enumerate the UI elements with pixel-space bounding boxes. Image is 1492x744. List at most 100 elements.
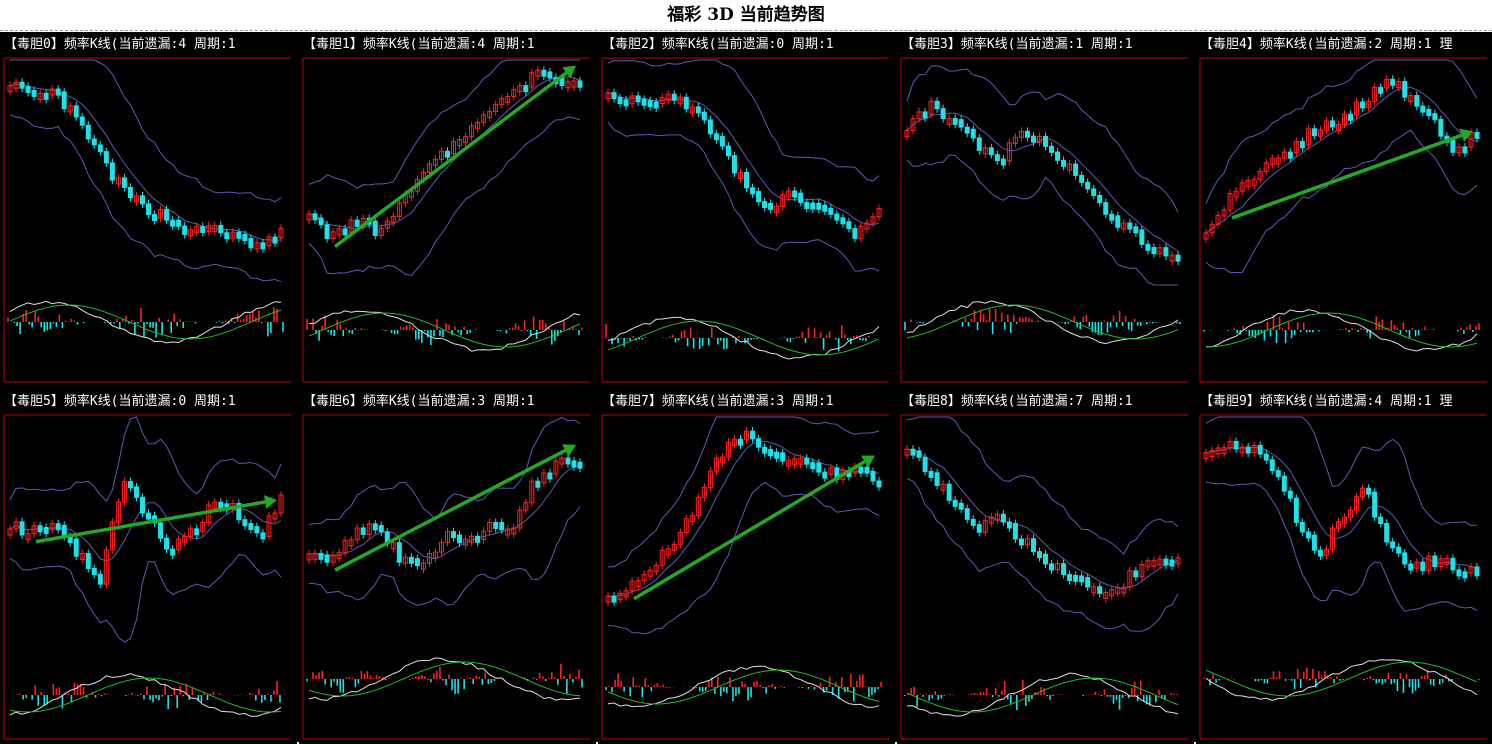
panel-header: 【毒胆7】频率K线(当前遗漏:3 周期:1: [602, 393, 834, 411]
candle: [547, 468, 553, 483]
candle: [928, 97, 934, 119]
trend-arrow-shaft: [633, 460, 866, 601]
candle: [553, 456, 559, 478]
trend-arrow-shaft: [1231, 133, 1463, 220]
candle: [762, 197, 768, 212]
macd-slow-line: [607, 320, 880, 356]
candle: [1414, 558, 1420, 573]
candle: [487, 107, 493, 122]
panel-header-digit: 7: [641, 394, 649, 409]
candle: [278, 490, 284, 517]
candle: [1061, 156, 1067, 171]
candle: [641, 570, 647, 585]
candle: [1085, 178, 1091, 193]
candle: [1145, 240, 1151, 255]
candle: [91, 134, 97, 149]
panel-header: 【毒胆2】频率K线(当前遗漏:0 周期:1: [602, 36, 834, 54]
trend-arrow-head: [861, 455, 875, 468]
candle: [798, 189, 804, 207]
candle: [517, 81, 523, 96]
candle: [737, 435, 743, 450]
candle: [928, 467, 934, 482]
candle: [366, 519, 372, 539]
candle: [1269, 154, 1275, 169]
candle: [1263, 158, 1269, 176]
candle: [1061, 559, 1067, 579]
candle: [1354, 97, 1360, 120]
kline-chart-8: [900, 414, 1188, 740]
panel-header: 【毒胆8】频率K线(当前遗漏:7 周期:1: [901, 393, 1133, 411]
candle: [511, 523, 517, 538]
panel-header-suffix: 】频率K线(当前遗漏:4 周期:1: [349, 37, 535, 52]
candle: [1390, 537, 1396, 552]
candle: [1221, 205, 1227, 220]
candle: [1127, 219, 1133, 234]
candle: [744, 427, 750, 444]
panel-header-suffix: 】频率K线(当前遗漏:3 周期:1: [648, 394, 834, 409]
candle: [1157, 243, 1163, 258]
candle: [1097, 582, 1103, 598]
candle: [529, 68, 535, 92]
macd-fast-line: [906, 672, 1179, 717]
candle: [31, 521, 37, 538]
trend-arrow-head: [562, 65, 576, 79]
candle: [976, 133, 982, 155]
candle: [1221, 443, 1227, 458]
candle: [852, 224, 858, 243]
panel-header-prefix: 【毒胆: [602, 394, 642, 409]
candle: [1175, 251, 1181, 266]
candle: [1329, 116, 1335, 131]
candle: [1323, 545, 1329, 560]
candle: [695, 102, 701, 117]
candle: [457, 135, 463, 150]
candle: [1085, 573, 1091, 591]
candle: [659, 93, 665, 108]
macd-slow-line: [1205, 661, 1478, 697]
candle: [43, 89, 49, 104]
candle: [707, 467, 713, 492]
candle: [958, 115, 964, 132]
panel-header: 【毒胆9】频率K线(当前遗漏:4 周期:1 理: [1200, 393, 1452, 411]
candle: [1402, 548, 1408, 568]
candle: [964, 504, 970, 524]
candle: [1366, 97, 1372, 112]
candle: [653, 98, 659, 113]
candle: [248, 234, 254, 252]
panel-header: 【毒胆1】频率K线(当前遗漏:4 周期:1: [303, 36, 535, 54]
candle: [1305, 527, 1311, 542]
candle: [1420, 102, 1426, 117]
panel-header-digit: 3: [940, 37, 948, 52]
candle: [934, 97, 940, 113]
candle: [1384, 75, 1390, 92]
candle: [372, 217, 378, 240]
candle: [635, 91, 641, 106]
candle: [577, 458, 583, 473]
candle: [1203, 448, 1209, 463]
panel-header-suffix: 】频率K线(当前遗漏:0 周期:1: [648, 37, 834, 52]
upper-band-line: [607, 59, 880, 182]
macd-slow-line: [1205, 312, 1478, 348]
middle-band-line: [9, 83, 282, 242]
candle: [91, 564, 97, 579]
candle: [1426, 552, 1432, 575]
upper-band-line: [906, 416, 1179, 556]
candle: [816, 199, 822, 214]
candle: [1420, 558, 1426, 575]
candle: [1366, 484, 1372, 499]
candle: [432, 155, 438, 170]
candle: [139, 191, 145, 208]
candle: [1438, 115, 1444, 141]
candle: [1006, 138, 1012, 165]
panel-6: 【毒胆6】频率K线(当前遗漏:3 周期:1: [299, 389, 596, 744]
candle: [571, 456, 577, 471]
candle: [336, 548, 342, 563]
candle: [254, 522, 260, 537]
upper-band-line: [1205, 416, 1478, 527]
candle: [940, 480, 946, 495]
lower-band-line: [906, 154, 1178, 286]
candle: [1103, 198, 1109, 219]
panel-8: 【毒胆8】频率K线(当前遗漏:7 周期:1: [897, 389, 1194, 744]
candle: [916, 107, 922, 123]
page-title: 福彩 3D 当前趋势图: [0, 0, 1492, 31]
candle: [121, 173, 127, 192]
